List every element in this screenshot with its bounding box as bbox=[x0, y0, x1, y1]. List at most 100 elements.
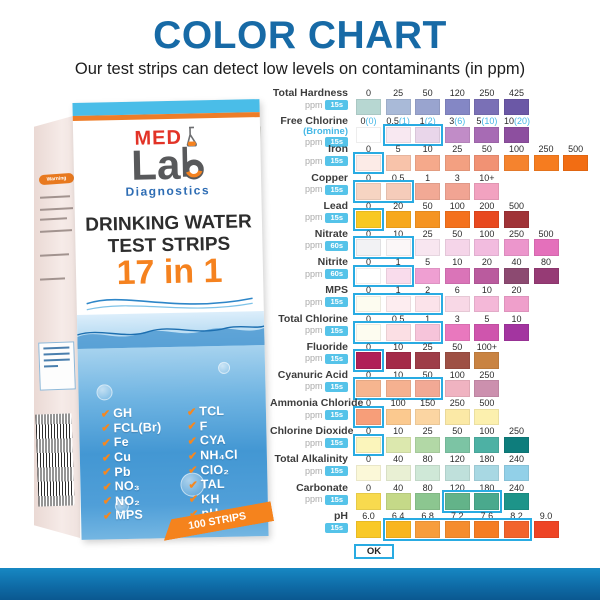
checklist-item: ✔ KH bbox=[189, 491, 239, 507]
swatch-value: 3(6) bbox=[449, 116, 466, 127]
row-label: Free Chlorine (Bromine) ppm 15s bbox=[270, 116, 348, 148]
row-label: Total Chlorine ppm 15s bbox=[270, 313, 348, 342]
unit-label: ppm bbox=[304, 409, 323, 420]
swatch-value: 25 bbox=[422, 426, 433, 437]
swatch-cell: 10 bbox=[444, 257, 475, 285]
unit-label: ppm bbox=[304, 155, 323, 166]
swatch-strip: 0 5 10 25 50 100 250 500 bbox=[353, 144, 593, 175]
color-swatch bbox=[444, 521, 470, 538]
product-box-front: MED La Diagnostics DRINKING WATER TEST S bbox=[72, 99, 268, 540]
row-label: pH 15s bbox=[270, 511, 348, 539]
swatch-value: 5 bbox=[395, 144, 401, 155]
swatch-cell: 0 bbox=[356, 144, 386, 172]
chart-row: Fluoride ppm 15s 0 10 25 50 100+ bbox=[270, 341, 600, 372]
swatch-value: 5(10) bbox=[476, 116, 498, 127]
swatch-cell: 0 bbox=[356, 370, 386, 398]
swatch-strip: 0 25 50 120 250 425 bbox=[356, 88, 534, 116]
color-swatch bbox=[356, 98, 381, 115]
swatch-value: 0 bbox=[365, 341, 371, 352]
row-name: Lead bbox=[323, 199, 348, 212]
color-swatch bbox=[385, 521, 411, 538]
swatch-value: 1 bbox=[395, 257, 401, 268]
swatch-value: 20 bbox=[393, 200, 404, 211]
row-label: Total Hardness ppm 15s bbox=[270, 88, 348, 116]
swatch-cell: 0 bbox=[356, 285, 386, 313]
chart-row: Carbonate ppm 15s 0 40 80 120 180 240 bbox=[270, 481, 600, 513]
color-swatch bbox=[356, 521, 381, 538]
color-swatch bbox=[356, 464, 381, 482]
swatch-value: 100 bbox=[479, 228, 495, 239]
swatch-value: 8.2 bbox=[510, 510, 523, 521]
chart-rows: Total Hardness ppm 15s 0 25 50 120 250 425 Free C… bbox=[270, 88, 600, 559]
color-swatch bbox=[503, 464, 529, 482]
swatch-cell: 50 bbox=[444, 229, 475, 257]
color-chart: Total Hardness ppm 15s 0 25 50 120 250 425 Free C… bbox=[270, 88, 600, 559]
swatch-cell: 1 bbox=[385, 257, 416, 285]
swatch-cell: 1(2) bbox=[415, 116, 445, 144]
color-swatch bbox=[356, 154, 381, 172]
page-title: COLOR CHART bbox=[153, 14, 447, 57]
swatch-value: 250 bbox=[508, 228, 524, 239]
swatch-cell: 0 bbox=[356, 257, 386, 285]
color-swatch bbox=[356, 295, 381, 313]
time-badge: 15s bbox=[325, 381, 348, 392]
swatch-value: 1 bbox=[425, 313, 431, 324]
color-swatch bbox=[474, 211, 500, 228]
color-swatch bbox=[503, 267, 529, 285]
swatch-cell: 425 bbox=[503, 88, 534, 116]
row-name: MPS bbox=[325, 284, 348, 297]
swatch-cell: 250 bbox=[503, 228, 534, 257]
swatch-value: 250 bbox=[538, 144, 554, 155]
swatch-value: 0 bbox=[365, 454, 371, 465]
swatch-cell: 25 bbox=[415, 426, 445, 454]
row-meta: ppm 60s bbox=[270, 240, 348, 251]
color-swatch bbox=[356, 380, 381, 397]
color-swatch bbox=[444, 493, 470, 510]
swatch-cell: 10 bbox=[503, 314, 534, 342]
checklist-item: ✔ TAL bbox=[188, 477, 238, 493]
color-swatch bbox=[474, 126, 500, 144]
checklist-label: GH bbox=[113, 406, 133, 421]
parameter-checklist: ✔ GH ✔ FCL(Br) ✔ Fe ✔ Cu ✔ Pb ✔ NO₃ ✔ NO₂ ✔ MPS ✔ TCL ✔ F ✔… bbox=[101, 404, 239, 524]
color-swatch bbox=[356, 408, 381, 426]
checklist-item: ✔ CYA bbox=[188, 433, 238, 449]
time-badge: 15s bbox=[325, 353, 348, 364]
swatch-cell: 25 bbox=[415, 342, 445, 370]
swatch-cell: 6.4 bbox=[385, 511, 416, 539]
swatch-cell: 6.8 bbox=[415, 511, 445, 539]
color-swatch bbox=[503, 126, 529, 144]
swatch-cell: 20 bbox=[474, 257, 504, 285]
color-swatch bbox=[385, 352, 411, 369]
swatch-value: 25 bbox=[422, 228, 433, 239]
row-label: Chlorine Dioxide ppm 15s bbox=[270, 426, 353, 454]
checklist-label: TCL bbox=[199, 404, 225, 419]
swatch-value: 0 bbox=[365, 398, 371, 409]
color-swatch bbox=[503, 98, 529, 115]
swatch-cell: 7.6 bbox=[474, 511, 504, 539]
checklist-col-right: ✔TCL✔F✔CYA✔NH₄Cl✔ClO₂✔TAL✔KH✔pH bbox=[187, 404, 239, 522]
time-badge: 15s bbox=[325, 466, 348, 477]
swatch-cell: 7.2 bbox=[444, 511, 475, 539]
color-swatch bbox=[415, 211, 441, 228]
swatch-value: 0 bbox=[365, 313, 371, 324]
chart-row: Cyanuric Acid ppm 15s 0 10 50 100 250 bbox=[270, 370, 600, 400]
swatch-value: 100 bbox=[508, 144, 524, 155]
time-badge: 15s bbox=[325, 325, 348, 336]
swatch-value: 0 bbox=[365, 200, 371, 211]
water-surface-wave bbox=[77, 325, 265, 349]
swatch-cell: 50 bbox=[415, 88, 445, 116]
swatch-value: 500 bbox=[479, 398, 495, 409]
swatch-value: 80 bbox=[422, 482, 433, 493]
checklist-item: ✔ FCL(Br) bbox=[101, 420, 161, 436]
swatch-value: 25 bbox=[452, 144, 463, 155]
swatch-value: 1(2) bbox=[419, 116, 436, 127]
color-swatch bbox=[444, 464, 470, 482]
swatch-strip: 0 40 80 120 180 240 bbox=[356, 454, 534, 482]
row-meta: ppm 15s bbox=[270, 100, 348, 110]
flask-b-icon bbox=[181, 146, 204, 180]
swatch-cell: 5(10) bbox=[474, 116, 504, 144]
row-name: Carbonate bbox=[296, 481, 348, 494]
swatch-cell: 100 bbox=[474, 426, 504, 454]
swatch-cell: 8.2 bbox=[503, 510, 534, 539]
color-swatch bbox=[385, 183, 411, 200]
